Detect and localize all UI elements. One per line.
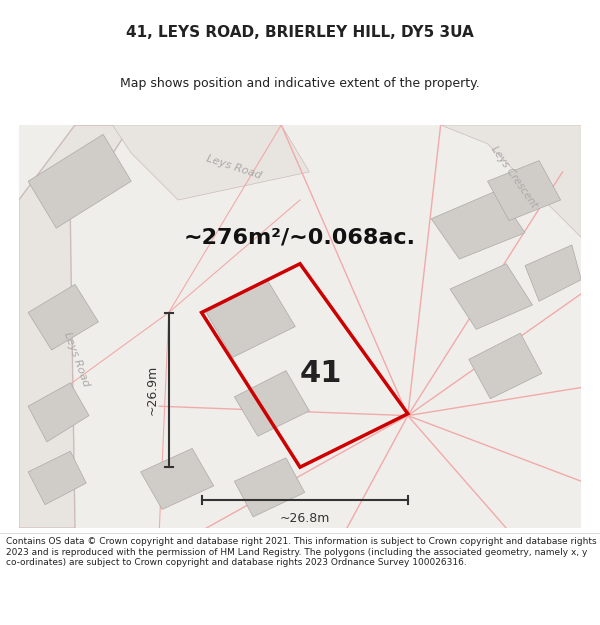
Text: 41, LEYS ROAD, BRIERLEY HILL, DY5 3UA: 41, LEYS ROAD, BRIERLEY HILL, DY5 3UA [126, 24, 474, 39]
Polygon shape [525, 245, 581, 301]
Text: ~26.9m: ~26.9m [145, 365, 158, 415]
Text: 41: 41 [300, 359, 343, 388]
Polygon shape [19, 125, 581, 528]
Polygon shape [206, 280, 295, 358]
Text: ~26.8m: ~26.8m [280, 512, 330, 525]
Text: Leys Road: Leys Road [205, 154, 263, 181]
Text: Contains OS data © Crown copyright and database right 2021. This information is : Contains OS data © Crown copyright and d… [6, 537, 596, 567]
Polygon shape [450, 264, 533, 329]
Polygon shape [487, 161, 560, 221]
Text: Leys Crescent: Leys Crescent [489, 144, 539, 209]
Polygon shape [235, 371, 310, 436]
Polygon shape [235, 458, 305, 517]
Polygon shape [431, 191, 525, 259]
Polygon shape [28, 284, 98, 350]
Text: Map shows position and indicative extent of the property.: Map shows position and indicative extent… [120, 77, 480, 90]
Polygon shape [113, 125, 310, 200]
Text: Leys Road: Leys Road [62, 331, 91, 388]
Polygon shape [28, 451, 86, 505]
Polygon shape [28, 134, 131, 228]
Polygon shape [440, 125, 581, 238]
Polygon shape [140, 449, 214, 509]
Polygon shape [28, 382, 89, 442]
Polygon shape [19, 125, 131, 528]
Polygon shape [469, 333, 542, 399]
Text: ~276m²/~0.068ac.: ~276m²/~0.068ac. [184, 228, 416, 248]
